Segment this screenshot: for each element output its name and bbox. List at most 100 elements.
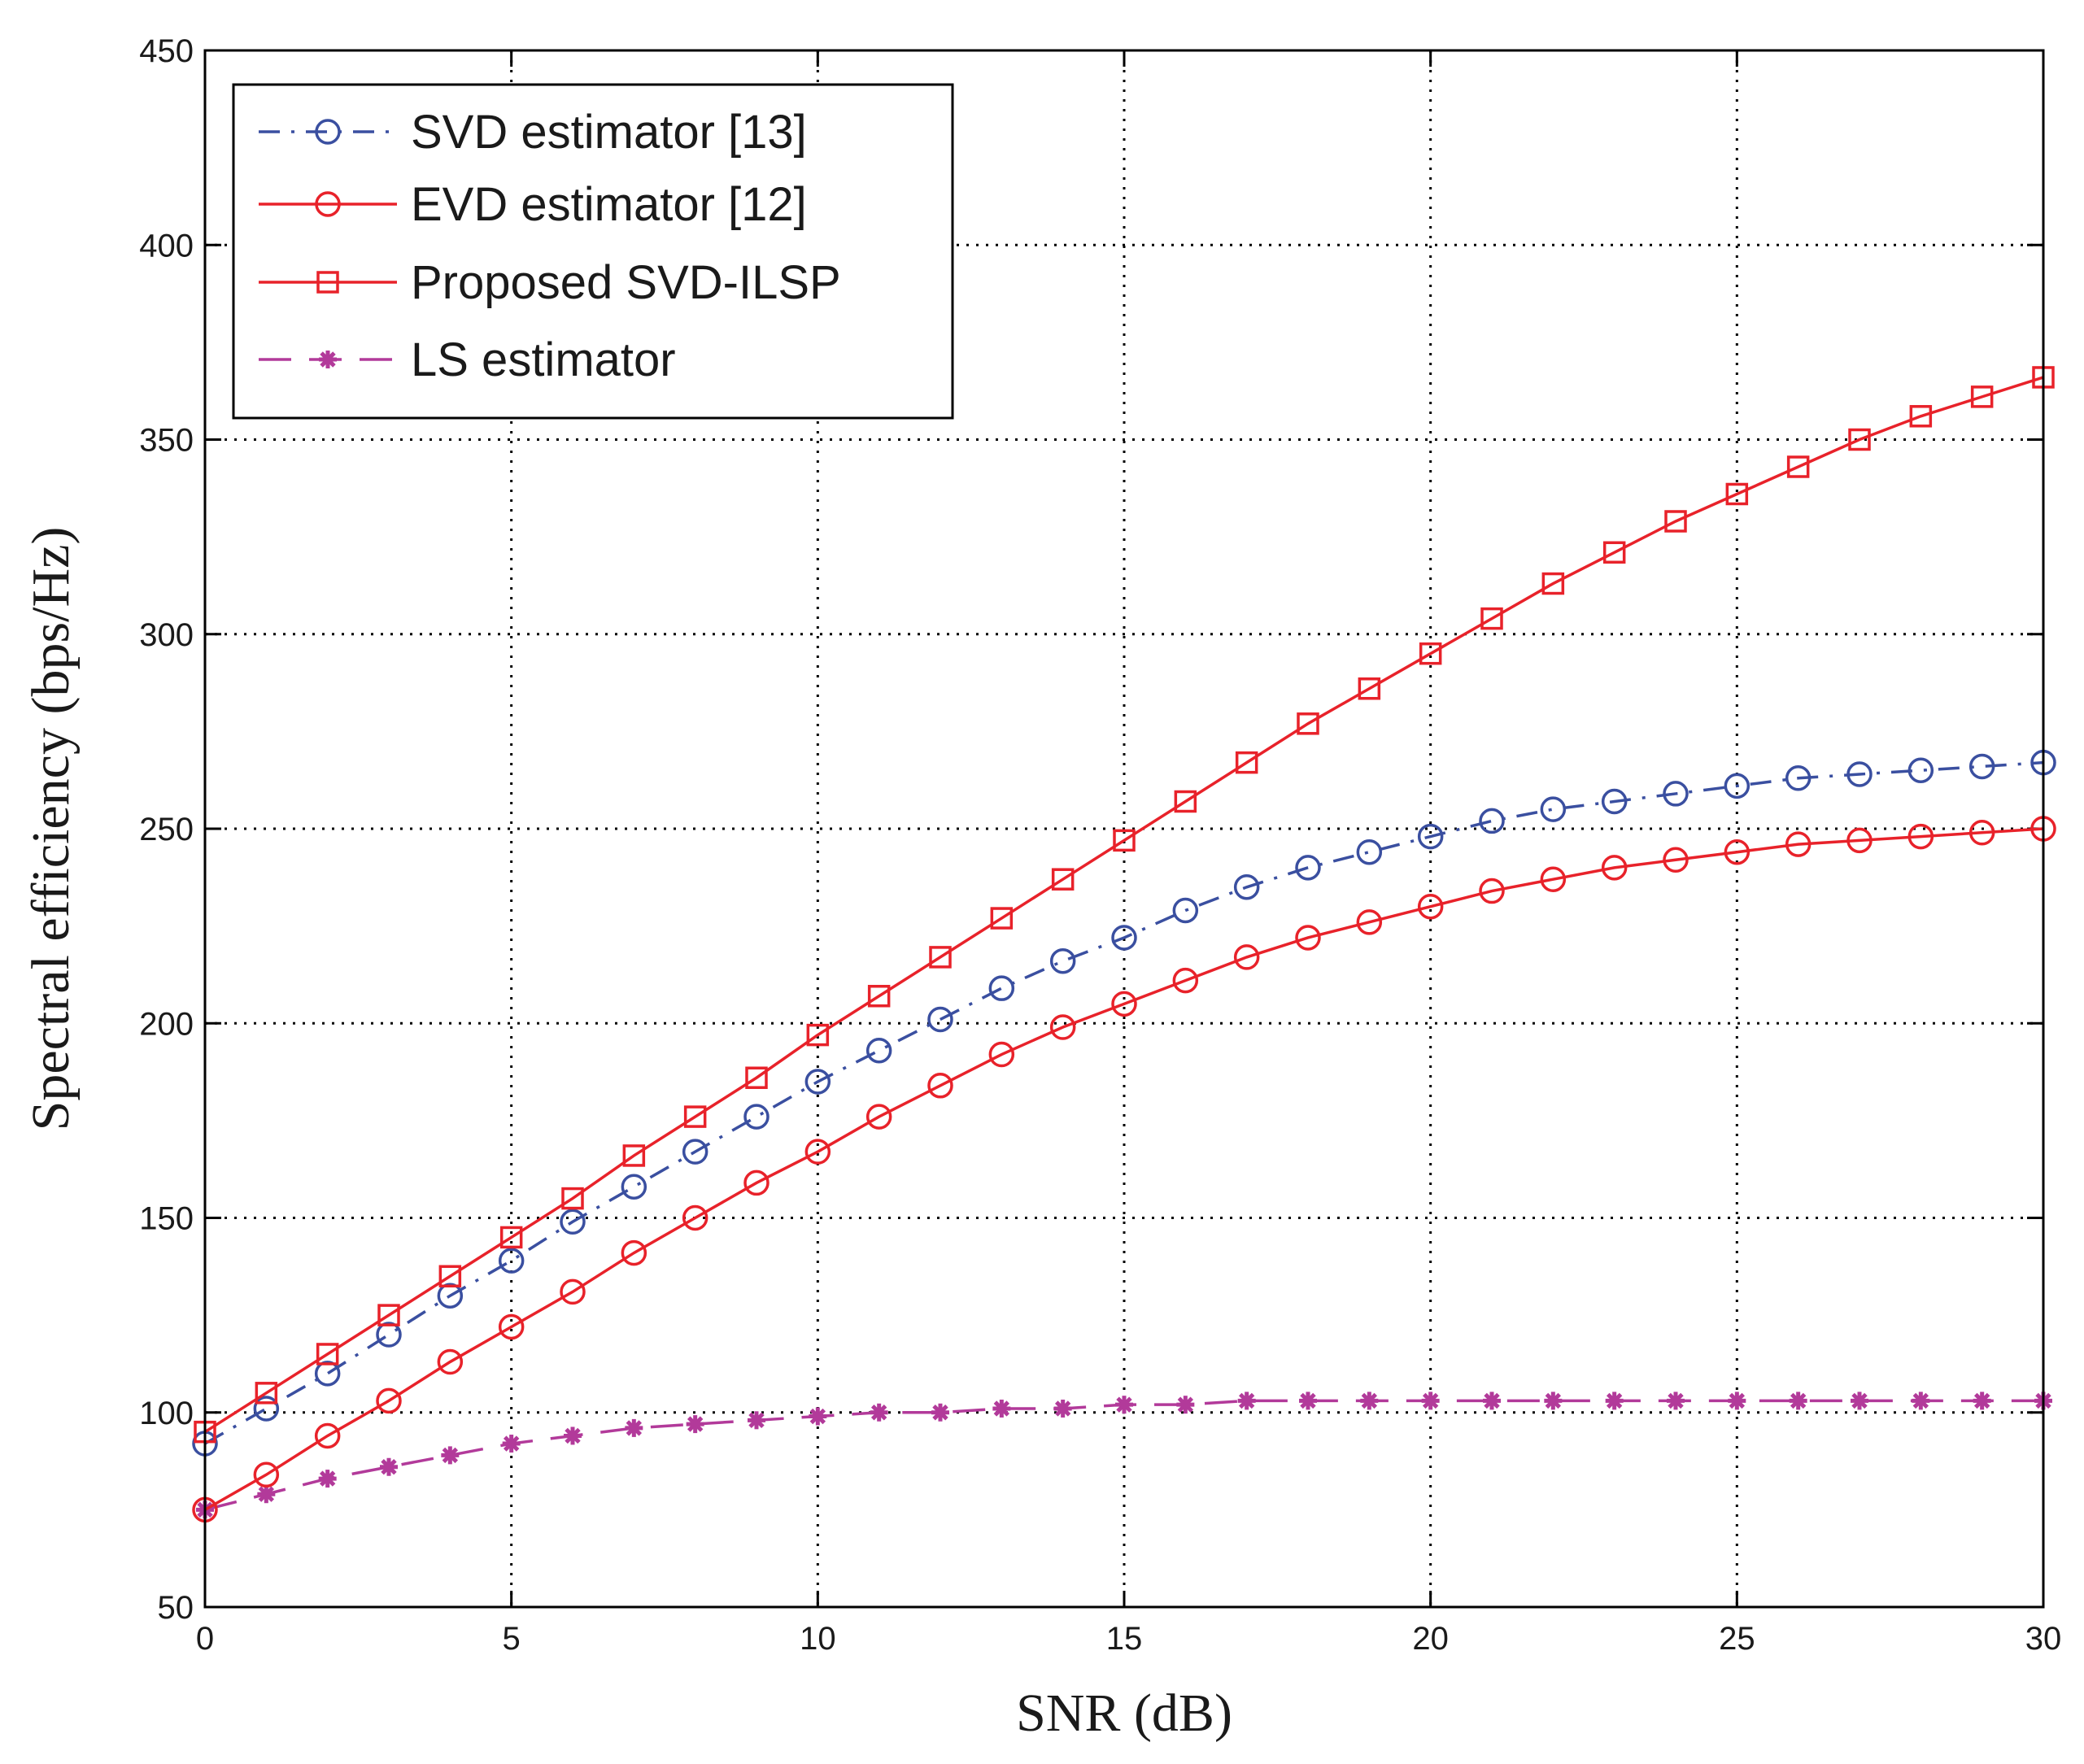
point-proposed-svd-ilsp-6 [561, 1187, 584, 1210]
point-proposed-svd-ilsp-4 [438, 1265, 462, 1288]
point-proposed-svd-ilsp-26 [1786, 455, 1810, 478]
point-ls-estimator-13 [992, 1399, 1011, 1418]
point-ls-estimator-18 [1299, 1392, 1317, 1410]
point-ls-estimator-5 [502, 1435, 521, 1453]
y-tick-label-50: 50 [158, 1590, 194, 1626]
point-svd-estimator-13-12 [927, 1006, 953, 1033]
point-ls-estimator-14 [1053, 1399, 1072, 1418]
series-proposed-svd-ilsp [194, 366, 2055, 1444]
point-evd-estimator-12-21 [1479, 878, 1505, 904]
point-ls-estimator-16 [1176, 1396, 1195, 1414]
series-svd-estimator-13 [192, 749, 2056, 1457]
point-ls-estimator-1 [257, 1485, 276, 1504]
point-evd-estimator-12-12 [927, 1073, 953, 1099]
point-proposed-svd-ilsp-24 [1664, 510, 1687, 533]
point-ls-estimator-3 [380, 1457, 398, 1476]
point-proposed-svd-ilsp-21 [1480, 607, 1503, 630]
series-ls-estimator [196, 1392, 2052, 1519]
y-tick-label-250: 250 [139, 812, 194, 847]
point-svd-estimator-13-2 [314, 1361, 341, 1387]
y-tick-label-300: 300 [139, 617, 194, 653]
point-proposed-svd-ilsp-19 [1358, 677, 1381, 700]
point-proposed-svd-ilsp-27 [1848, 428, 1871, 451]
point-svd-estimator-13-26 [1785, 765, 1812, 791]
point-ls-estimator-29 [1973, 1392, 1991, 1410]
y-tick-label-150: 150 [139, 1201, 194, 1237]
point-svd-estimator-13-6 [560, 1209, 586, 1235]
point-ls-estimator-4 [441, 1446, 460, 1465]
y-ticks: 50 100 150 200 250 300 350 400 450 [139, 33, 2043, 1626]
series-layer [192, 366, 2056, 1523]
x-axis-title: SNR (dB) [1016, 1683, 1232, 1743]
legend-marker-evd-estimator-12 [315, 191, 341, 217]
point-proposed-svd-ilsp-10 [806, 1023, 830, 1047]
point-proposed-svd-ilsp-25 [1725, 482, 1749, 506]
point-svd-estimator-13-13 [988, 975, 1015, 1001]
x-ticks: 0 5 10 15 20 25 30 [196, 50, 2061, 1657]
point-evd-estimator-12-8 [682, 1204, 708, 1231]
series-line-svd-estimator-13 [204, 760, 2044, 1445]
point-proposed-svd-ilsp-7 [622, 1144, 646, 1167]
point-svd-estimator-13-11 [865, 1037, 892, 1064]
point-svd-estimator-13-19 [1356, 838, 1383, 865]
x-tick-label-20: 20 [1412, 1621, 1449, 1657]
x-tick-label-30: 30 [2025, 1621, 2062, 1657]
plot-frame [203, 49, 2045, 1609]
point-evd-estimator-12-5 [498, 1313, 525, 1340]
point-svd-estimator-13-1 [253, 1396, 280, 1422]
point-svd-estimator-13-17 [1233, 874, 1260, 900]
x-tick-label-25: 25 [1719, 1621, 1755, 1657]
legend-item-ls-estimator: LS estimator [259, 333, 676, 386]
point-ls-estimator-12 [931, 1403, 949, 1422]
point-svd-estimator-13-21 [1479, 808, 1505, 834]
y-tick-label-100: 100 [139, 1396, 194, 1431]
legend-marker-svd-estimator-13 [315, 119, 341, 145]
point-svd-estimator-13-7 [621, 1174, 647, 1200]
point-evd-estimator-12-2 [314, 1422, 341, 1449]
point-proposed-svd-ilsp-16 [1174, 790, 1197, 813]
x-tick-label-5: 5 [503, 1621, 521, 1657]
point-evd-estimator-12-14 [1049, 1014, 1076, 1040]
point-svd-estimator-13-29 [1968, 753, 1995, 780]
point-ls-estimator-24 [1667, 1392, 1685, 1410]
point-svd-estimator-13-14 [1049, 947, 1076, 974]
point-svd-estimator-13-24 [1663, 781, 1689, 807]
point-svd-estimator-13-23 [1601, 788, 1628, 815]
point-evd-estimator-12-29 [1968, 820, 1995, 846]
point-evd-estimator-12-9 [743, 1169, 770, 1196]
point-evd-estimator-12-20 [1417, 893, 1444, 920]
point-ls-estimator-17 [1237, 1392, 1256, 1410]
legend: SVD estimator [13] EVD estimator [12] Prop… [232, 83, 954, 420]
point-evd-estimator-12-25 [1724, 838, 1750, 865]
y-tick-label-400: 400 [139, 228, 194, 264]
point-proposed-svd-ilsp-15 [1113, 829, 1136, 852]
point-ls-estimator-26 [1789, 1392, 1807, 1410]
legend-label-svd-estimator-13: SVD estimator [13] [411, 106, 807, 159]
point-proposed-svd-ilsp-29 [1970, 385, 1994, 408]
legend-label-proposed-svd-ilsp: Proposed SVD-ILSP [411, 256, 841, 309]
point-proposed-svd-ilsp-2 [316, 1343, 339, 1365]
point-evd-estimator-12-10 [804, 1139, 831, 1165]
y-tick-label-350: 350 [139, 423, 194, 459]
point-svd-estimator-13-27 [1846, 761, 1873, 787]
point-evd-estimator-12-7 [621, 1239, 647, 1266]
legend-label-evd-estimator-12: EVD estimator [12] [411, 178, 807, 231]
legend-item-proposed-svd-ilsp: Proposed SVD-ILSP [259, 256, 841, 309]
point-svd-estimator-13-16 [1172, 897, 1199, 924]
y-axis-title: Spectral efficiency (bps/Hz) [21, 527, 81, 1131]
point-proposed-svd-ilsp-13 [990, 907, 1014, 930]
point-ls-estimator-20 [1421, 1392, 1440, 1410]
point-ls-estimator-27 [1851, 1392, 1868, 1410]
point-evd-estimator-12-28 [1907, 823, 1934, 850]
point-ls-estimator-7 [625, 1418, 643, 1437]
point-proposed-svd-ilsp-8 [683, 1105, 707, 1128]
point-svd-estimator-13-28 [1907, 757, 1934, 783]
point-ls-estimator-28 [1912, 1392, 1930, 1410]
point-evd-estimator-12-13 [988, 1041, 1015, 1068]
point-svd-estimator-13-20 [1417, 823, 1444, 850]
legend-label-ls-estimator: LS estimator [411, 333, 676, 386]
x-tick-label-15: 15 [1106, 1621, 1143, 1657]
point-ls-estimator-21 [1483, 1392, 1501, 1410]
series-evd-estimator-12 [192, 816, 2056, 1523]
series-line-evd-estimator-12 [204, 827, 2044, 1511]
